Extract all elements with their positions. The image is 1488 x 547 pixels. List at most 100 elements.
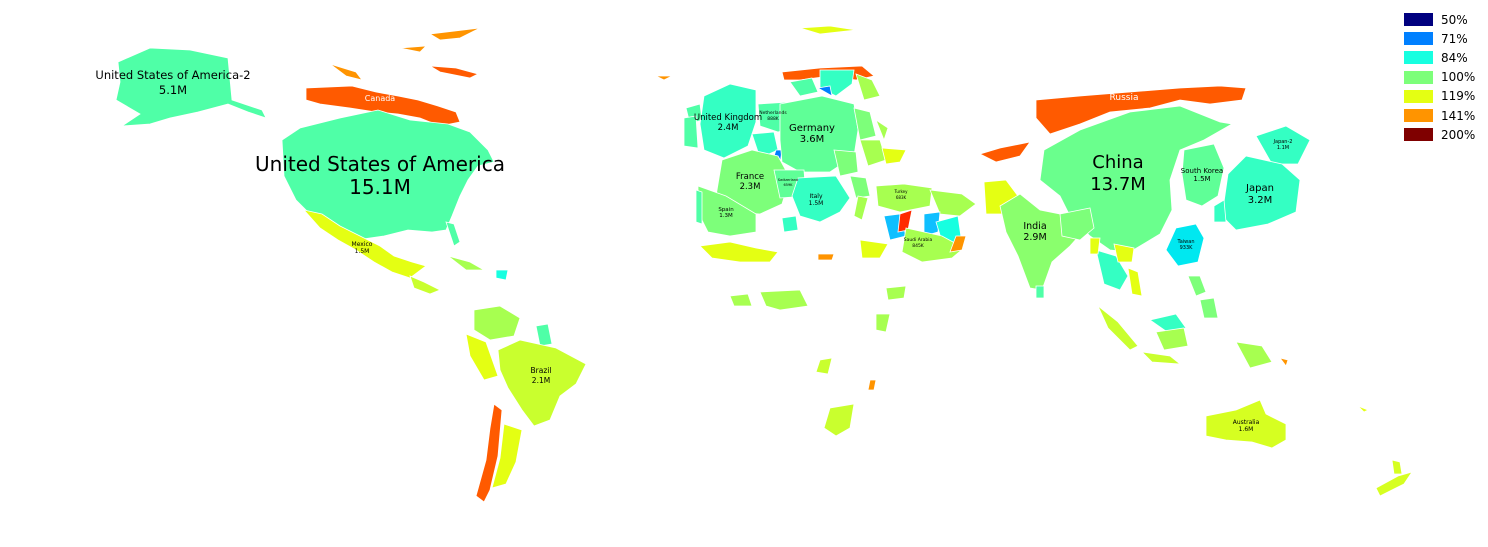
label-mexico-name: Mexico: [352, 241, 373, 248]
label-usa2-value: 5.1M: [159, 83, 187, 97]
label-brazil-value: 2.1M: [532, 376, 550, 385]
country-italy: [791, 175, 851, 223]
label-france-name: France: [736, 172, 764, 182]
label-japan-value: 3.2M: [1248, 195, 1273, 206]
label-spain-value: 1.3M: [719, 213, 733, 219]
country-cuba: [447, 255, 486, 271]
label-switzerland-name: Switzerland: [778, 178, 798, 182]
legend-item: 71%: [1404, 29, 1484, 48]
label-france-value: 2.3M: [740, 182, 761, 192]
country-greece-balkans: [849, 175, 871, 199]
country-poland: [853, 107, 877, 141]
country-west-africa: [759, 289, 809, 311]
label-saudi-name: Saudi Arabia: [904, 237, 933, 243]
country-canada-island-3: [399, 45, 428, 53]
country-saudi-arabia: [901, 227, 965, 263]
country-iran-orange: [949, 235, 967, 253]
country-norway: [789, 77, 819, 97]
country-japan-2: [1255, 125, 1311, 165]
country-island-small-1: [799, 25, 857, 35]
country-east-europe-1: [859, 139, 887, 167]
country-central-africa: [815, 357, 833, 375]
country-argentina: [491, 423, 523, 489]
label-japan-name: Japan: [1245, 183, 1274, 194]
label-spain-name: Spain: [718, 207, 734, 213]
label-russia-name: Russia: [1110, 93, 1139, 103]
country-russia: [1035, 85, 1247, 135]
country-usa-florida: [445, 221, 461, 247]
label-taiwan-name: Taiwan: [1176, 239, 1194, 245]
label-saudi-value: 845K: [912, 243, 925, 249]
country-austria: [833, 149, 859, 177]
country-finland: [855, 73, 881, 101]
country-south-africa: [823, 403, 855, 437]
country-central-america: [409, 275, 441, 295]
label-mexico-value: 1.5M: [355, 248, 370, 255]
country-africa-orange: [817, 253, 835, 261]
country-egypt: [859, 239, 889, 259]
country-pacific-orange: [1279, 357, 1289, 367]
legend-swatch: [1404, 51, 1433, 65]
label-india-value: 2.9M: [1023, 232, 1046, 243]
label-italy-value: 1.5M: [809, 200, 824, 207]
country-japan: [1221, 155, 1301, 231]
legend-swatch: [1404, 13, 1433, 27]
legend-label: 119%: [1441, 89, 1476, 104]
country-thailand-yellow: [1113, 243, 1135, 263]
label-germany-value: 3.6M: [800, 134, 825, 145]
legend-swatch: [1404, 109, 1433, 123]
country-nz-north: [1391, 459, 1403, 475]
country-sumatra: [1097, 305, 1139, 351]
label-uk-value: 2.4M: [718, 123, 739, 133]
country-canada-island-1: [329, 63, 363, 81]
country-australia: [1205, 399, 1287, 449]
label-netherlands-value: 888K: [767, 116, 780, 122]
country-baltic-blue: [816, 85, 833, 97]
label-taiwan-value: 933K: [1180, 245, 1194, 251]
country-japan-south: [1213, 199, 1227, 223]
country-caribbean-blue: [495, 269, 509, 281]
legend: 50% 71% 84% 100% 119% 141% 200%: [1404, 10, 1484, 144]
country-indonesia-east: [1235, 341, 1273, 369]
country-myanmar-yellow: [1089, 237, 1101, 255]
country-philippines-2: [1199, 297, 1219, 319]
country-sri-lanka: [1035, 285, 1045, 299]
country-ireland: [683, 115, 699, 149]
label-china-name: China: [1092, 152, 1143, 173]
label-turkey-name: Turkey: [893, 189, 908, 194]
country-turkey: [875, 183, 933, 213]
country-vietnam: [1127, 267, 1143, 297]
country-italy-island: [781, 215, 799, 233]
country-peru: [465, 333, 499, 381]
country-pacific-small: [1357, 405, 1369, 413]
legend-label: 100%: [1441, 70, 1476, 85]
label-brazil-name: Brazil: [531, 366, 552, 375]
label-germany-name: Germany: [789, 123, 835, 134]
legend-item: 100%: [1404, 68, 1484, 87]
label-south-korea-value: 1.5M: [1193, 175, 1210, 183]
country-south-korea: [1181, 143, 1225, 207]
legend-label: 71%: [1441, 31, 1468, 46]
country-east-europe-2: [875, 118, 889, 142]
legend-item: 119%: [1404, 87, 1484, 106]
legend-item: 141%: [1404, 106, 1484, 125]
country-southeast-asia: [1095, 249, 1129, 291]
label-south-korea-name: South Korea: [1181, 167, 1223, 175]
legend-item: 50%: [1404, 10, 1484, 29]
legend-swatch: [1404, 32, 1433, 46]
country-middle-east-blue-2: [923, 211, 941, 237]
label-italy-name: Italy: [809, 193, 822, 200]
legend-label: 84%: [1441, 50, 1468, 65]
legend-label: 141%: [1441, 108, 1476, 123]
label-japan2-name: Japan-2: [1273, 139, 1293, 145]
country-africa-small-1: [729, 293, 753, 307]
label-canada-name: Canada: [365, 94, 396, 103]
label-netherlands-name: Netherlands: [759, 110, 787, 116]
country-russia-west: [978, 141, 1031, 163]
legend-swatch: [1404, 89, 1433, 103]
legend-swatch: [1404, 128, 1433, 142]
country-east-africa: [875, 313, 891, 333]
country-philippines: [1187, 275, 1207, 297]
label-uk-name: United Kingdom: [694, 113, 762, 123]
